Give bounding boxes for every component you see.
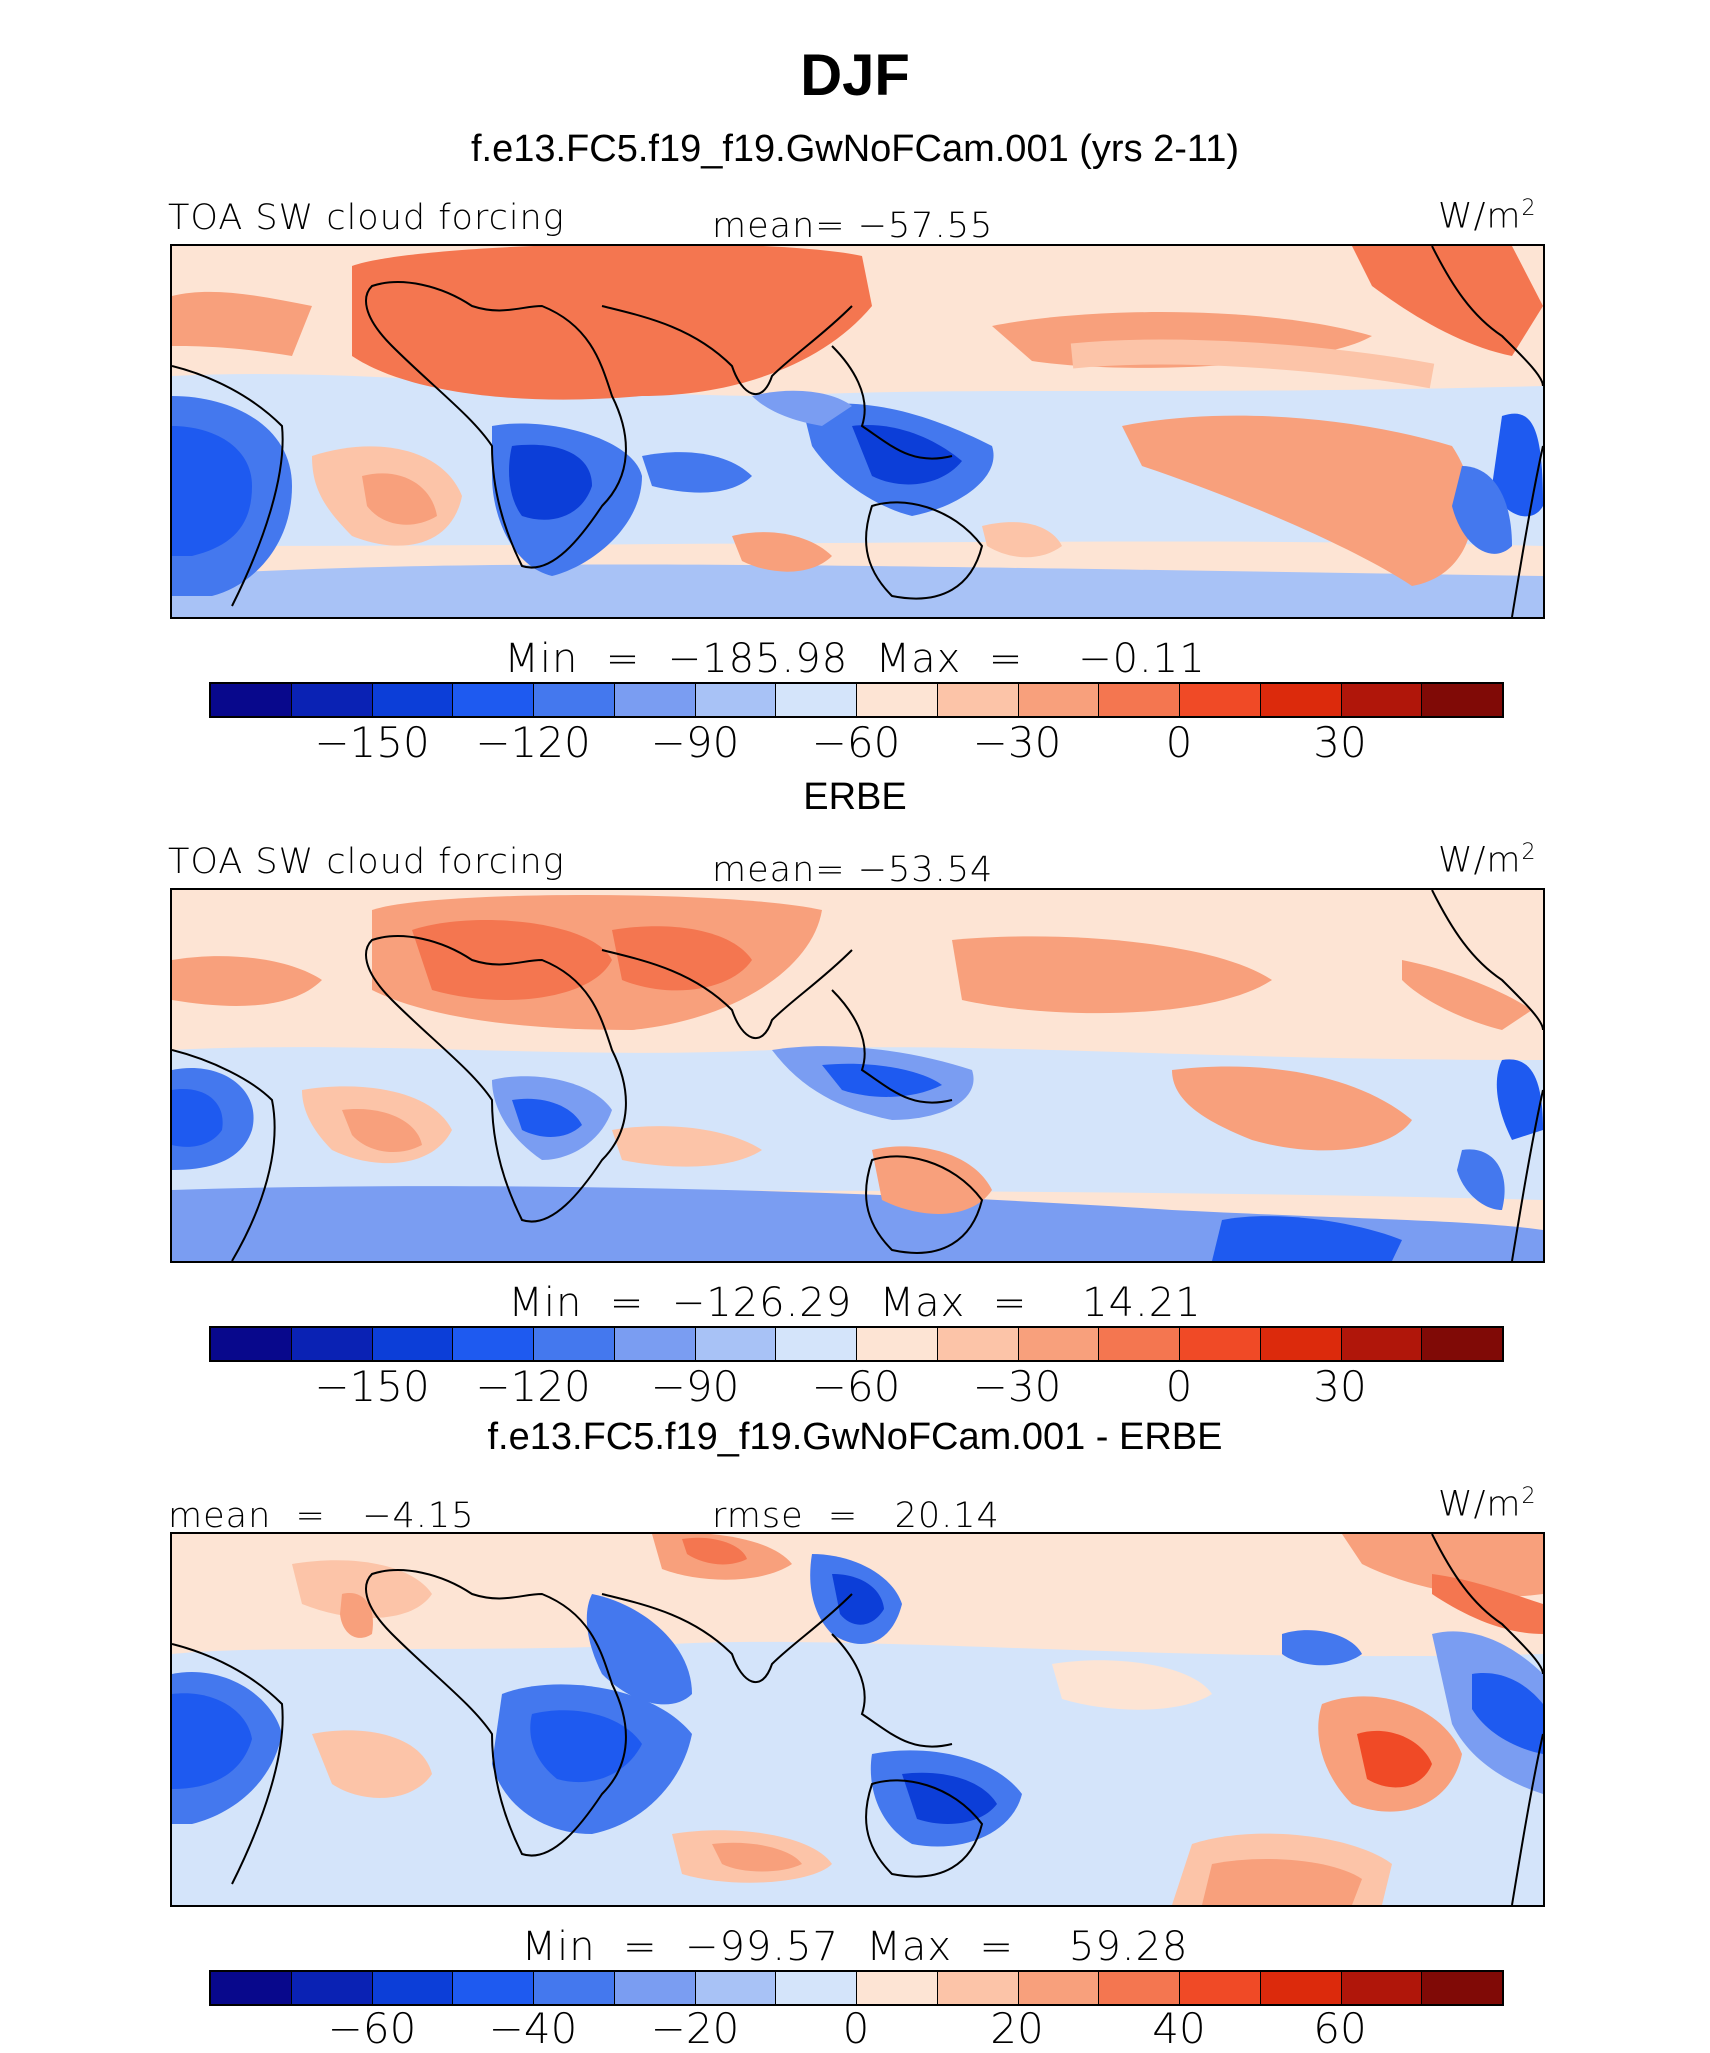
colorbar-segment [211, 684, 292, 716]
figure-title: DJF [800, 43, 910, 108]
colorbar-segment [211, 1328, 292, 1360]
colorbar-tick: 40 [1152, 2004, 1206, 2053]
colorbar-segment [211, 1972, 292, 2004]
colorbar-segment [614, 1328, 696, 1360]
colorbar-tick: 0 [1165, 1362, 1193, 1411]
colorbar-tick: −90 [650, 718, 740, 767]
colorbar-segment [1341, 1972, 1423, 2004]
panel-left-label-model: TOA SW cloud forcing [168, 198, 565, 238]
colorbar-tick: −20 [650, 2004, 740, 2053]
colorbar-tick: −150 [314, 1362, 430, 1411]
minmax-diff: Min = −99.57 Max = 59.28 [521, 1924, 1189, 1970]
panel-mean-label-model: mean= −57.55 [712, 206, 994, 246]
map-diff [170, 1532, 1545, 1907]
panel-mean-label-obs: mean= −53.54 [712, 850, 994, 890]
colorbar-segment [291, 1972, 373, 2004]
colorbar-segment [291, 1328, 373, 1360]
colorbar-model [209, 682, 1504, 718]
colorbar-segment [614, 684, 696, 716]
colorbar-tick: 30 [1313, 718, 1367, 767]
colorbar-segment [453, 684, 534, 716]
colorbar-segment [1018, 1972, 1100, 2004]
panel-mean-label-diff: mean = −4.15 [168, 1496, 475, 1536]
colorbar-tick: −120 [475, 718, 591, 767]
panel-rmse-label-diff: rmse = 20.14 [712, 1496, 1000, 1536]
map-model [170, 244, 1545, 619]
colorbar-segment [291, 684, 373, 716]
colorbar-segment [937, 1972, 1019, 2004]
panel-left-label-obs: TOA SW cloud forcing [168, 842, 565, 882]
colorbar-segment [1018, 684, 1100, 716]
colorbar-obs [209, 1326, 1504, 1362]
minmax-model: Min = −185.98 Max = −0.11 [504, 636, 1206, 682]
colorbar-tick: −30 [972, 1362, 1062, 1411]
colorbar-segment [776, 684, 857, 716]
colorbar-segment [695, 1972, 777, 2004]
colorbar-segment [776, 1328, 857, 1360]
colorbar-segment [857, 1972, 938, 2004]
colorbar-segment [453, 1328, 534, 1360]
colorbar-segment [1018, 1328, 1100, 1360]
colorbar-tick: −150 [314, 718, 430, 767]
colorbar-tick: 30 [1313, 1362, 1367, 1411]
colorbar-segment [695, 684, 777, 716]
colorbar-diff [209, 1970, 1504, 2006]
map-obs [170, 888, 1545, 1263]
colorbar-segment [1341, 1328, 1423, 1360]
colorbar-tick: −40 [488, 2004, 578, 2053]
panel-units-model: W/m2 [1438, 196, 1537, 237]
colorbar-segment [1422, 684, 1502, 716]
colorbar-segment [534, 684, 615, 716]
colorbar-segment [1099, 684, 1180, 716]
colorbar-segment [857, 1328, 938, 1360]
colorbar-segment [1260, 1972, 1342, 2004]
colorbar-tick: −90 [650, 1362, 740, 1411]
colorbar-tick: −60 [327, 2004, 417, 2053]
colorbar-segment [1422, 1328, 1502, 1360]
colorbar-segment [1260, 1328, 1342, 1360]
colorbar-segment [534, 1328, 615, 1360]
minmax-obs: Min = −126.29 Max = 14.21 [508, 1280, 1202, 1326]
colorbar-tick: −60 [811, 718, 901, 767]
colorbar-segment [372, 1972, 454, 2004]
colorbar-segment [1180, 684, 1261, 716]
colorbar-segment [1099, 1972, 1180, 2004]
colorbar-segment [1180, 1328, 1261, 1360]
colorbar-segment [1422, 1972, 1502, 2004]
colorbar-tick: 0 [1165, 718, 1193, 767]
colorbar-tick: 0 [842, 2004, 870, 2053]
map-obs-field [172, 890, 1543, 1261]
colorbar-segment [695, 1328, 777, 1360]
colorbar-tick: −60 [811, 1362, 901, 1411]
colorbar-segment [1180, 1972, 1261, 2004]
map-model-field [172, 246, 1543, 617]
colorbar-segment [453, 1972, 534, 2004]
colorbar-segment [776, 1972, 857, 2004]
panel-units-diff: W/m2 [1438, 1484, 1537, 1525]
colorbar-segment [937, 684, 1019, 716]
map-diff-field [172, 1534, 1543, 1905]
panel-heading-diff: f.e13.FC5.f19_f19.GwNoFCam.001 - ERBE [487, 1416, 1223, 1458]
colorbar-segment [1099, 1328, 1180, 1360]
colorbar-tick: 20 [990, 2004, 1044, 2053]
panel-heading-obs: ERBE [803, 776, 907, 818]
colorbar-tick: −120 [475, 1362, 591, 1411]
colorbar-segment [857, 684, 938, 716]
panel-units-obs: W/m2 [1438, 840, 1537, 881]
panel-heading-model: f.e13.FC5.f19_f19.GwNoFCam.001 (yrs 2-11… [470, 128, 1240, 170]
colorbar-segment [614, 1972, 696, 2004]
colorbar-segment [1341, 684, 1423, 716]
colorbar-segment [534, 1972, 615, 2004]
colorbar-segment [937, 1328, 1019, 1360]
colorbar-segment [372, 684, 454, 716]
colorbar-segment [1260, 684, 1342, 716]
colorbar-tick: −30 [972, 718, 1062, 767]
colorbar-tick: 60 [1313, 2004, 1367, 2053]
colorbar-segment [372, 1328, 454, 1360]
